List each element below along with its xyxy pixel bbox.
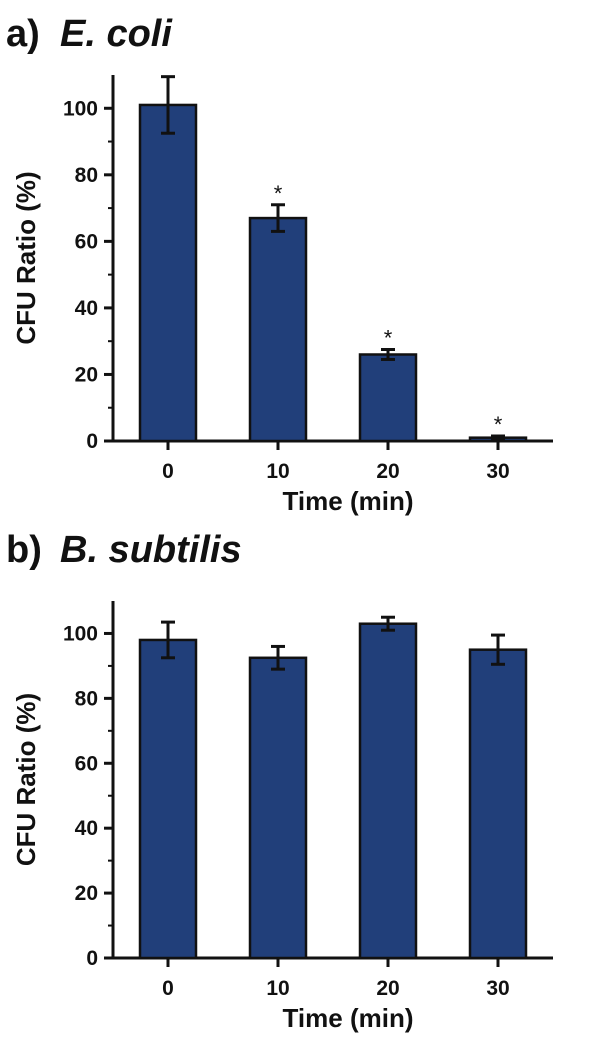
panel-b-title: B. subtilis	[60, 529, 242, 571]
panel-b-y-tick-label: 80	[75, 687, 98, 710]
panel-a-x-tick-label: 20	[376, 460, 399, 483]
panel-b-x-tick-label: 10	[266, 977, 289, 1000]
panel-a-significance-marker: *	[274, 181, 283, 206]
panel-b-x-axis-label: Time (min)	[283, 1003, 414, 1033]
panel-b-bar	[358, 622, 418, 960]
panel-a-x-tick-label: 10	[266, 460, 289, 483]
panel-a-x-tick-label: 0	[162, 460, 174, 483]
panel-b-x-tick-label: 30	[486, 977, 509, 1000]
panel-b-y-tick-label: 20	[75, 882, 98, 905]
panel-a-y-tick-label: 100	[63, 97, 98, 120]
panel-b-y-tick-label: 60	[75, 752, 98, 775]
panel-b-label: b)	[6, 529, 42, 571]
panel-b-y-tick-label: 0	[86, 947, 98, 970]
panel-b-bar	[468, 648, 528, 960]
panel-a-y-tick-label: 0	[86, 430, 98, 453]
panel-b-x-tick-label: 20	[376, 977, 399, 1000]
panel-a-y-tick-label: 60	[75, 230, 98, 253]
panel-b-y-tick-label: 40	[75, 817, 98, 840]
panel-a-significance-marker: *	[494, 412, 503, 437]
panel-a-label: a)	[6, 13, 40, 55]
panel-b-y-tick-label: 100	[63, 622, 98, 645]
panel-a: a) E. coli 0 20 40 60 80 100 0 10 * 20 * 30 * Time (m…	[6, 13, 553, 516]
panel-b-x-tick-label: 0	[162, 977, 174, 1000]
panel-a-bar	[138, 103, 198, 443]
panel-a-y-tick-label: 80	[75, 164, 98, 187]
panel-a-y-tick-label: 20	[75, 363, 98, 386]
panel-a-y-tick-label: 40	[75, 297, 98, 320]
panel-b-bar	[138, 638, 198, 960]
panel-a-bar	[248, 216, 308, 443]
panel-b-bar	[248, 656, 308, 960]
panel-b: b) B. subtilis 0 20 40 60 80 100 0 10 20 30 Time (…	[6, 529, 553, 1033]
panel-a-x-tick-label: 30	[486, 460, 509, 483]
panel-a-y-axis-label: CFU Ratio (%)	[11, 171, 41, 344]
panel-b-y-axis-label: CFU Ratio (%)	[11, 693, 41, 866]
panel-a-title: E. coli	[60, 13, 173, 55]
panel-a-x-axis-label: Time (min)	[283, 486, 414, 516]
panel-a-bar	[358, 353, 418, 443]
panel-a-significance-marker: *	[384, 326, 393, 351]
